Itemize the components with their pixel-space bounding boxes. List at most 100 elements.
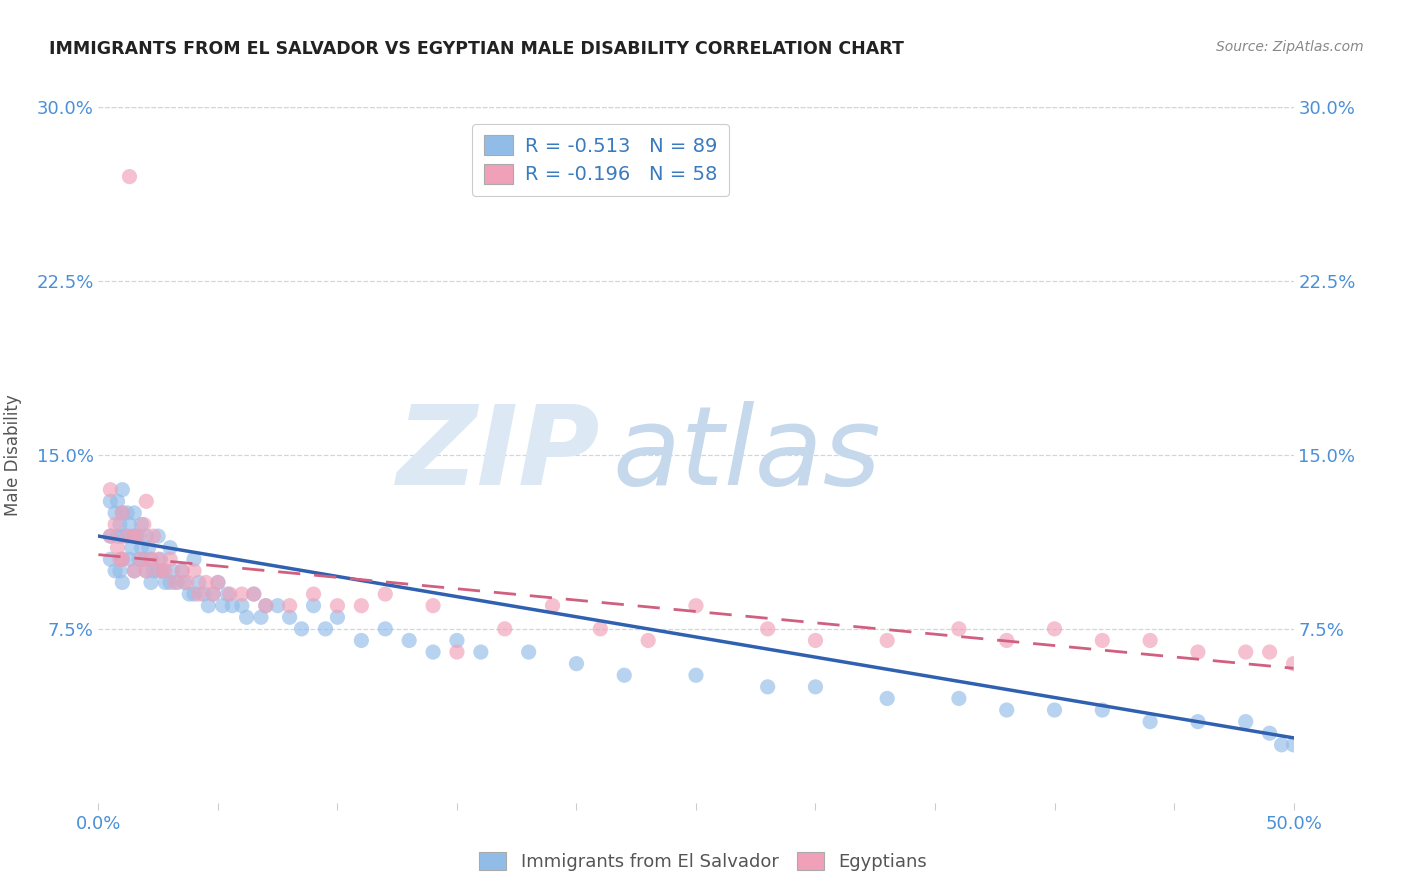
Point — [118, 552, 141, 566]
Point — [131, 552, 153, 566]
Point — [1139, 633, 1161, 648]
Point — [115, 506, 138, 520]
Point — [517, 645, 540, 659]
Point — [135, 564, 157, 578]
Text: ZIP: ZIP — [396, 401, 600, 508]
Point — [267, 599, 290, 613]
Point — [108, 564, 131, 578]
Point — [148, 529, 170, 543]
Point — [142, 564, 165, 578]
Point — [111, 506, 134, 520]
Point — [148, 552, 170, 566]
Point — [125, 529, 148, 543]
Point — [172, 564, 194, 578]
Point — [804, 633, 827, 648]
Point — [131, 541, 153, 555]
Point — [107, 541, 129, 555]
Point — [159, 541, 181, 555]
Point — [1234, 714, 1257, 729]
Point — [211, 599, 233, 613]
Point — [995, 703, 1018, 717]
Point — [104, 517, 127, 532]
Point — [197, 599, 219, 613]
Point — [124, 564, 146, 578]
Point — [118, 169, 141, 184]
Point — [948, 691, 970, 706]
Point — [131, 517, 153, 532]
Point — [243, 587, 266, 601]
Point — [139, 575, 162, 590]
Point — [98, 529, 122, 543]
Point — [613, 668, 636, 682]
Point — [326, 599, 349, 613]
Point — [142, 529, 165, 543]
Point — [541, 599, 564, 613]
Point — [173, 575, 195, 590]
Point — [350, 599, 373, 613]
Point — [152, 564, 174, 578]
Point — [149, 564, 172, 578]
Point — [315, 622, 337, 636]
Point — [876, 691, 898, 706]
Point — [132, 517, 155, 532]
Point — [1282, 738, 1305, 752]
Point — [108, 517, 131, 532]
Point — [166, 575, 188, 590]
Point — [948, 622, 970, 636]
Point — [183, 564, 205, 578]
Point — [291, 622, 314, 636]
Point — [193, 587, 215, 601]
Point — [183, 587, 205, 601]
Point — [470, 645, 492, 659]
Text: atlas: atlas — [613, 401, 882, 508]
Point — [422, 599, 444, 613]
Point — [278, 610, 301, 624]
Point — [138, 541, 160, 555]
Point — [115, 529, 138, 543]
Point — [1234, 645, 1257, 659]
Point — [139, 552, 162, 566]
Point — [876, 633, 898, 648]
Point — [207, 575, 229, 590]
Point — [135, 564, 157, 578]
Point — [302, 599, 325, 613]
Point — [446, 645, 468, 659]
Point — [685, 599, 707, 613]
Point — [111, 506, 134, 520]
Point — [111, 552, 134, 566]
Point — [162, 564, 184, 578]
Text: IMMIGRANTS FROM EL SALVADOR VS EGYPTIAN MALE DISABILITY CORRELATION CHART: IMMIGRANTS FROM EL SALVADOR VS EGYPTIAN … — [49, 40, 904, 58]
Point — [589, 622, 612, 636]
Point — [135, 529, 157, 543]
Point — [1139, 714, 1161, 729]
Legend: R = -0.513   N = 89, R = -0.196   N = 58: R = -0.513 N = 89, R = -0.196 N = 58 — [472, 124, 728, 196]
Point — [254, 599, 277, 613]
Point — [107, 529, 129, 543]
Point — [187, 587, 209, 601]
Point — [163, 575, 186, 590]
Point — [235, 610, 257, 624]
Point — [183, 552, 205, 566]
Point — [374, 622, 396, 636]
Point — [446, 633, 468, 648]
Point — [104, 506, 127, 520]
Point — [111, 483, 134, 497]
Point — [756, 622, 779, 636]
Point — [155, 575, 177, 590]
Point — [111, 575, 134, 590]
Point — [115, 529, 138, 543]
Point — [302, 587, 325, 601]
Point — [217, 587, 239, 601]
Point — [132, 552, 155, 566]
Point — [1258, 645, 1281, 659]
Point — [155, 564, 177, 578]
Point — [250, 610, 273, 624]
Point — [179, 587, 201, 601]
Point — [111, 529, 134, 543]
Point — [98, 529, 122, 543]
Point — [1187, 714, 1209, 729]
Point — [243, 587, 266, 601]
Point — [135, 494, 157, 508]
Point — [172, 564, 194, 578]
Point — [124, 564, 146, 578]
